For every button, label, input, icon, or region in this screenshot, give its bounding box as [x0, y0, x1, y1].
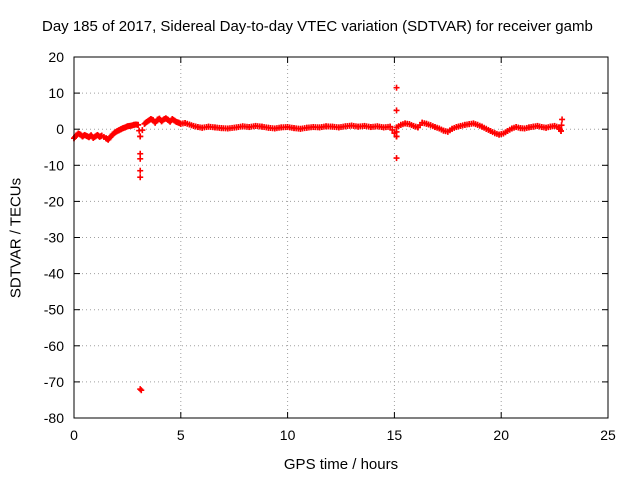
x-tick-label: 15: [387, 427, 403, 443]
data-point: [393, 84, 400, 91]
y-axis-label: SDTVAR / TECUs: [7, 177, 25, 299]
data-point: [137, 150, 144, 157]
data-point: [137, 174, 144, 181]
data-point: [393, 155, 400, 162]
data-point: [135, 121, 142, 128]
data-point: [137, 155, 144, 162]
y-tick-label: 20: [48, 49, 64, 65]
data-point: [558, 128, 565, 135]
x-tick-label: 0: [70, 427, 78, 443]
data-point: [137, 133, 144, 140]
x-axis-label: GPS time / hours: [283, 456, 399, 473]
data-point: [393, 107, 400, 114]
data-point: [139, 127, 146, 134]
data-point: [559, 116, 566, 123]
axis-ticks: 0 5 10 15 20 25 20 10 0 -10 -20 -30 -40 -50 -60 -70 -80: [44, 49, 616, 443]
y-tick-label: -70: [44, 374, 64, 390]
x-tick-label: 5: [177, 427, 185, 443]
y-tick-label: 10: [48, 85, 64, 101]
data-point: [138, 387, 145, 394]
data-point: [137, 386, 144, 393]
grid-lines: [74, 57, 608, 418]
x-tick-label: 25: [600, 427, 616, 443]
y-tick-label: -20: [44, 193, 64, 209]
y-tick-label: -80: [44, 410, 64, 426]
data-series: [71, 84, 566, 394]
plot-border: [73, 56, 609, 419]
data-series-band: [71, 115, 565, 143]
y-tick-label: -50: [44, 302, 64, 318]
y-tick-label: -10: [44, 157, 64, 173]
x-tick-label: 10: [280, 427, 296, 443]
y-tick-label: -60: [44, 338, 64, 354]
y-tick-label: 0: [56, 121, 64, 137]
data-point: [389, 126, 396, 133]
y-tick-label: -40: [44, 266, 64, 282]
chart-title: Day 185 of 2017, Sidereal Day-to-day VTE…: [42, 18, 593, 35]
data-point: [558, 122, 565, 129]
x-tick-label: 20: [493, 427, 509, 443]
y-tick-label: -30: [44, 230, 64, 246]
data-point: [137, 167, 144, 174]
data-point: [387, 123, 394, 130]
